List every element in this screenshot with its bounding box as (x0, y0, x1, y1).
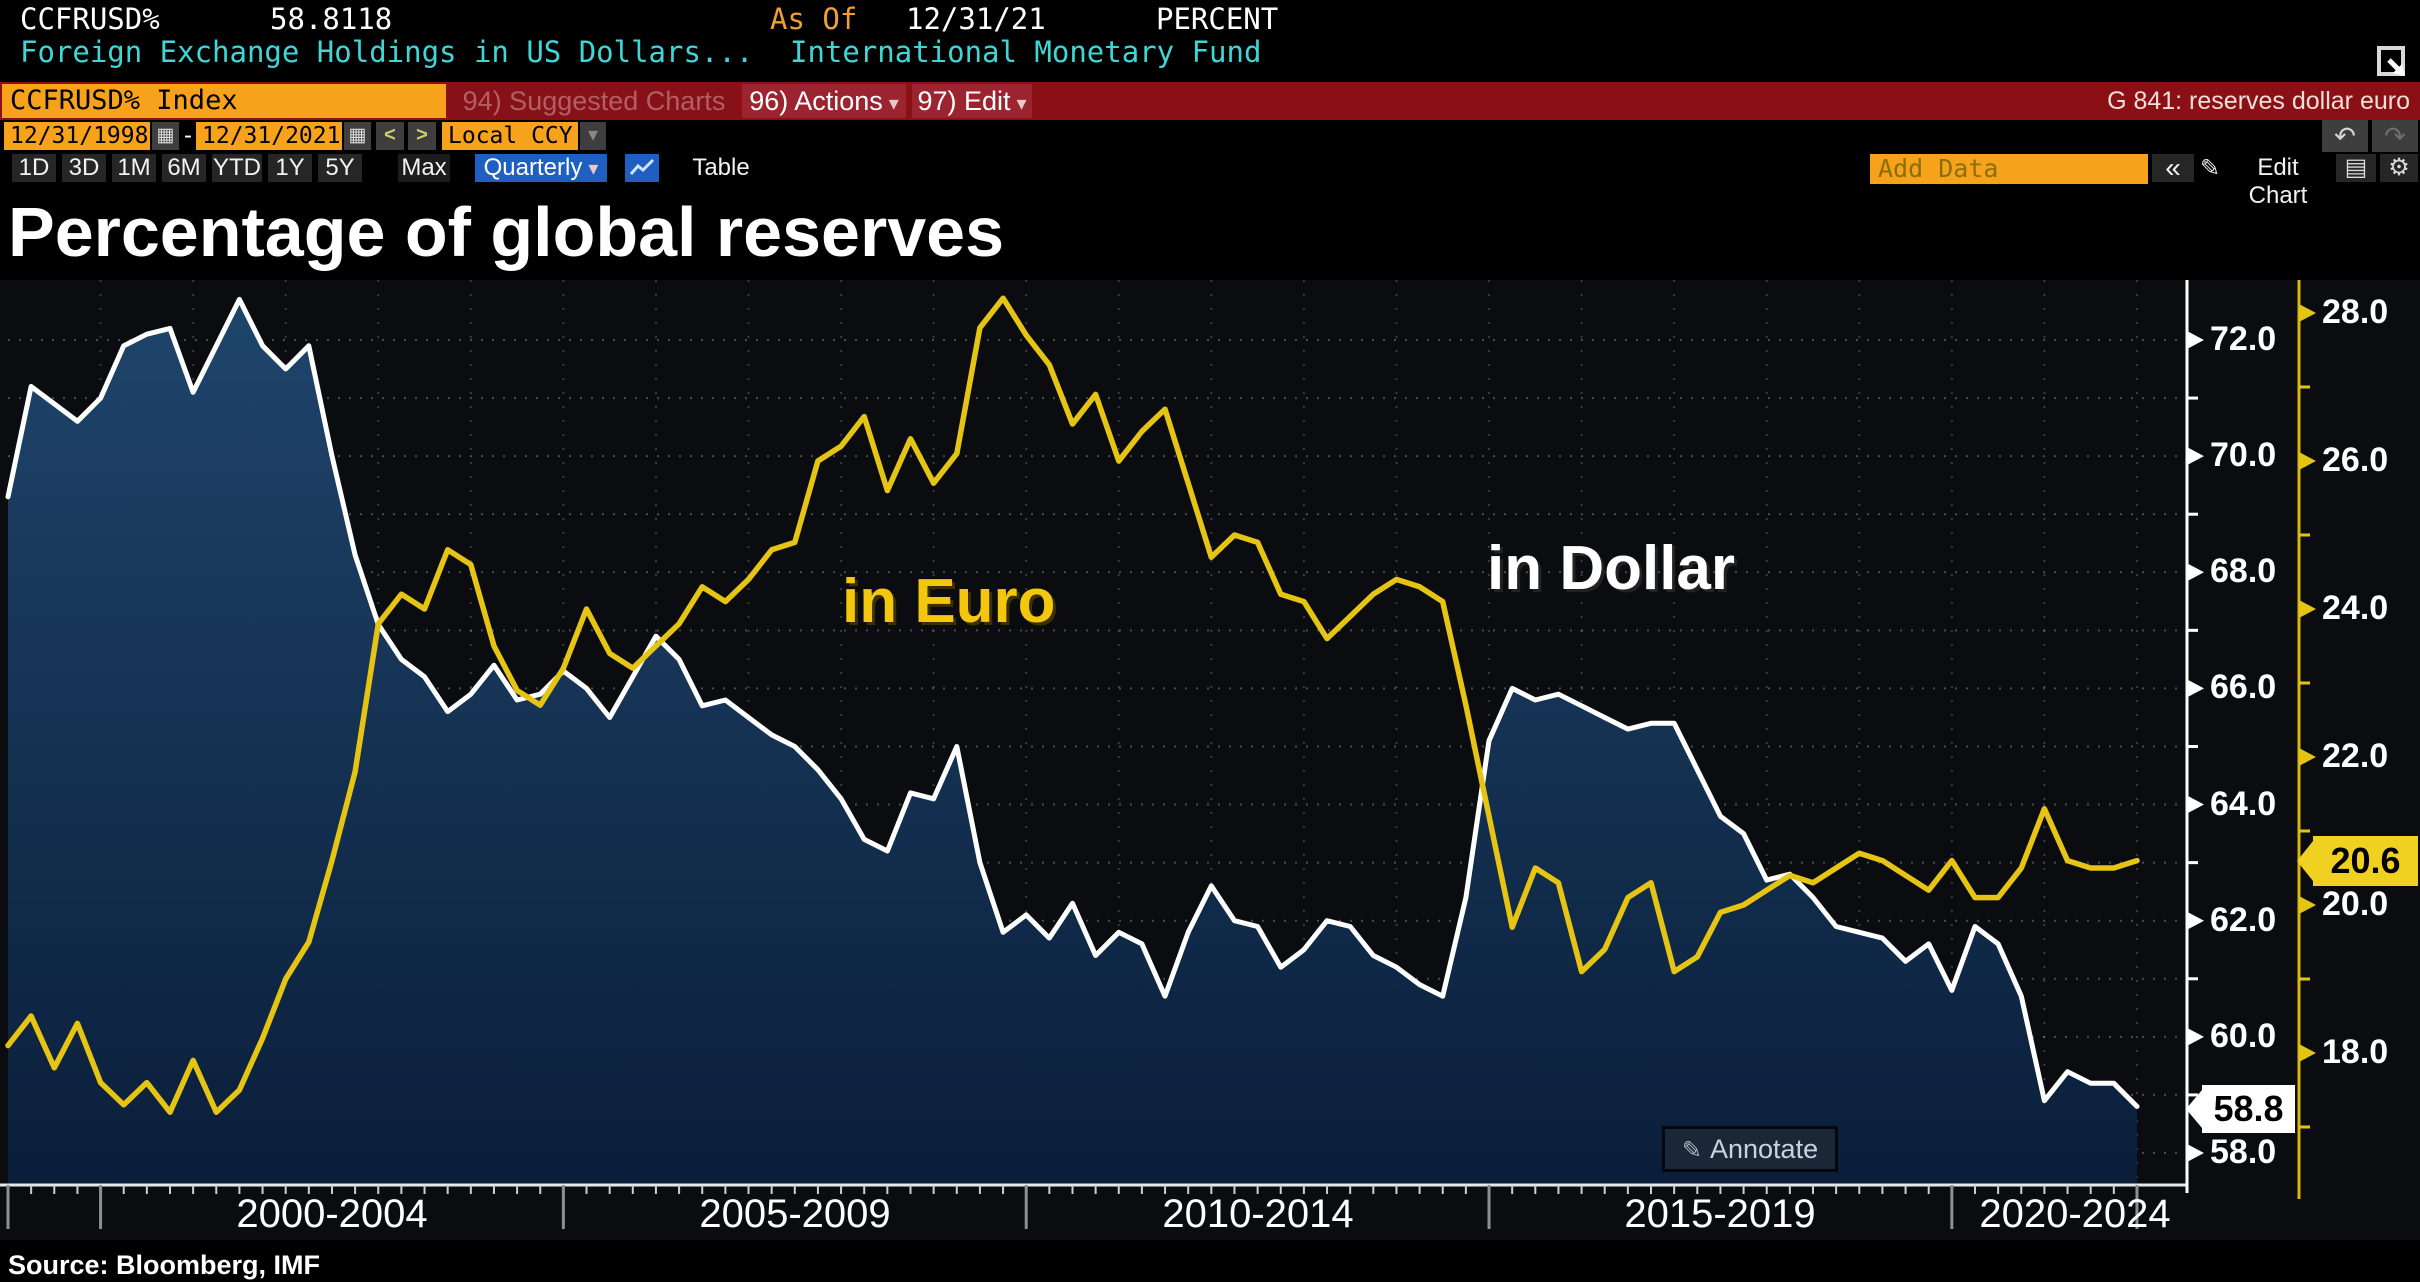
as-of-label: As Of (770, 2, 858, 36)
period-select[interactable]: Quarterly (475, 154, 607, 182)
as-of-date: 12/31/21 (906, 2, 1046, 36)
axis-tick-label: 26.0 (2322, 441, 2389, 479)
axis-tick-label: 68.0 (2210, 552, 2277, 591)
axis-tick-label: 70.0 (2210, 436, 2277, 475)
currency-dropdown-grip[interactable]: ▾ (580, 122, 606, 150)
range-1m-button[interactable]: 1M (112, 154, 156, 182)
table-button[interactable]: Table (692, 154, 750, 181)
security-description[interactable]: Foreign Exchange Holdings in US Dollars.… (20, 35, 754, 69)
suggested-charts-button[interactable]: 94) Suggested Charts (452, 84, 736, 118)
dollar-area-fill (8, 299, 2137, 1185)
axis-tick-label: 60.0 (2210, 1016, 2277, 1055)
axis-tick-label: 62.0 (2210, 900, 2277, 939)
euro-last-value-badge: 20.6 (2313, 836, 2418, 886)
function-ribbon: CCFRUSD% Index 94) Suggested Charts 96) … (0, 82, 2420, 120)
euro-badge-arrow (2297, 841, 2313, 881)
screen-export-icon[interactable] (2375, 46, 2413, 89)
euro-series-annotation: in Euro (842, 567, 1056, 636)
add-data-input[interactable]: Add Data (1870, 154, 2148, 184)
pencil-icon: ✎ (2200, 155, 2221, 182)
axis-tick-label: 64.0 (2210, 784, 2277, 823)
redo-icon[interactable]: ↷ (2372, 120, 2418, 152)
axis-tick-label: 22.0 (2322, 737, 2389, 775)
ticker-symbol: CCFRUSD% (20, 2, 160, 36)
data-provider: International Monetary Fund (790, 35, 1262, 69)
dollar-series-annotation: in Dollar (1487, 534, 1736, 603)
edit-chart-button[interactable]: Edit Chart (2248, 154, 2308, 209)
chart-tag: G 841: reserves dollar euro (2107, 87, 2410, 115)
dollar-last-value-badge: 58.8 (2202, 1085, 2295, 1133)
collapse-panel-button[interactable]: « (2152, 154, 2194, 182)
range-1y-button[interactable]: 1Y (268, 154, 312, 182)
date-separator: - (184, 122, 192, 149)
axis-tick-label: 58.0 (2210, 1132, 2277, 1171)
usd-axis-ticks (2187, 331, 2204, 1162)
axis-tick-label: 20.0 (2322, 885, 2389, 923)
edit-menu-button[interactable]: 97) Edit (912, 84, 1032, 118)
security-description-row: Foreign Exchange Holdings in US Dollars.… (0, 36, 2420, 68)
axis-tick-label: 72.0 (2210, 320, 2277, 358)
undo-icon[interactable]: ↶ (2322, 120, 2368, 152)
range-1d-button[interactable]: 1D (12, 154, 56, 182)
x-axis-quarter-ticks (7, 1185, 2138, 1194)
x-axis-group-label: 2020-2024 (1979, 1192, 2171, 1236)
chart-title: Percentage of global reserves (8, 193, 1004, 271)
start-date-calendar-icon[interactable]: ▦ (152, 122, 179, 150)
dollar-series-line (5, 296, 2140, 1109)
start-date-input[interactable]: 12/31/1998 (4, 122, 150, 150)
x-axis-group-label: 2010-2014 (1162, 1192, 1354, 1236)
x-axis-group-label: 2005-2009 (699, 1192, 891, 1236)
annotate-pencil-icon: ✎ (1681, 1137, 1702, 1164)
prev-period-button[interactable]: < (376, 122, 404, 150)
x-axis-group-ticks (6, 1185, 2139, 1229)
annotate-label: Annotate (1710, 1134, 1819, 1164)
annotate-button[interactable]: ✎ Annotate (1662, 1126, 1838, 1172)
currency-select[interactable]: Local CCY (442, 122, 578, 150)
end-date-input[interactable]: 12/31/2021 (196, 122, 342, 150)
x-axis-group-label: 2015-2019 (1624, 1192, 1816, 1236)
range-6m-button[interactable]: 6M (162, 154, 206, 182)
range-max-button[interactable]: Max (398, 154, 450, 182)
chart-toolbar: 1D 3D 1M 6M YTD 1Y 5Y Max Quarterly Tabl… (0, 154, 2420, 209)
gear-icon[interactable]: ⚙ (2380, 154, 2418, 182)
axis-tick-label: 28.0 (2322, 293, 2389, 331)
source-attribution: Source: Bloomberg, IMF (8, 1250, 321, 1280)
range-3d-button[interactable]: 3D (62, 154, 106, 182)
axis-tick-label: 24.0 (2322, 589, 2389, 627)
eur-axis-ticks (2299, 304, 2316, 1129)
ticker-index-box[interactable]: CCFRUSD% Index (2, 84, 446, 118)
unit-label: PERCENT (1156, 2, 1279, 36)
next-period-button[interactable]: > (408, 122, 436, 150)
axis-tick-label: 18.0 (2322, 1033, 2389, 1071)
dollar-badge-arrow (2186, 1090, 2202, 1128)
actions-menu-button[interactable]: 96) Actions (742, 84, 906, 118)
last-value: 58.8118 (270, 2, 393, 36)
range-5y-button[interactable]: 5Y (318, 154, 362, 182)
end-date-calendar-icon[interactable]: ▦ (344, 122, 371, 150)
range-ytd-button[interactable]: YTD (212, 154, 262, 182)
chart-settings-list-icon[interactable]: ▤ (2336, 154, 2376, 182)
line-chart-icon[interactable] (625, 154, 659, 182)
x-axis-group-label: 2000-2004 (236, 1192, 428, 1236)
date-range-row: 12/31/1998 ▦ - 12/31/2021 ▦ < > Local CC… (0, 120, 2420, 152)
axis-tick-label: 66.0 (2210, 668, 2277, 707)
euro-series-line (5, 295, 2140, 1115)
quote-header-row: CCFRUSD% 58.8118 As Of 12/31/21 PERCENT (0, 3, 2420, 35)
